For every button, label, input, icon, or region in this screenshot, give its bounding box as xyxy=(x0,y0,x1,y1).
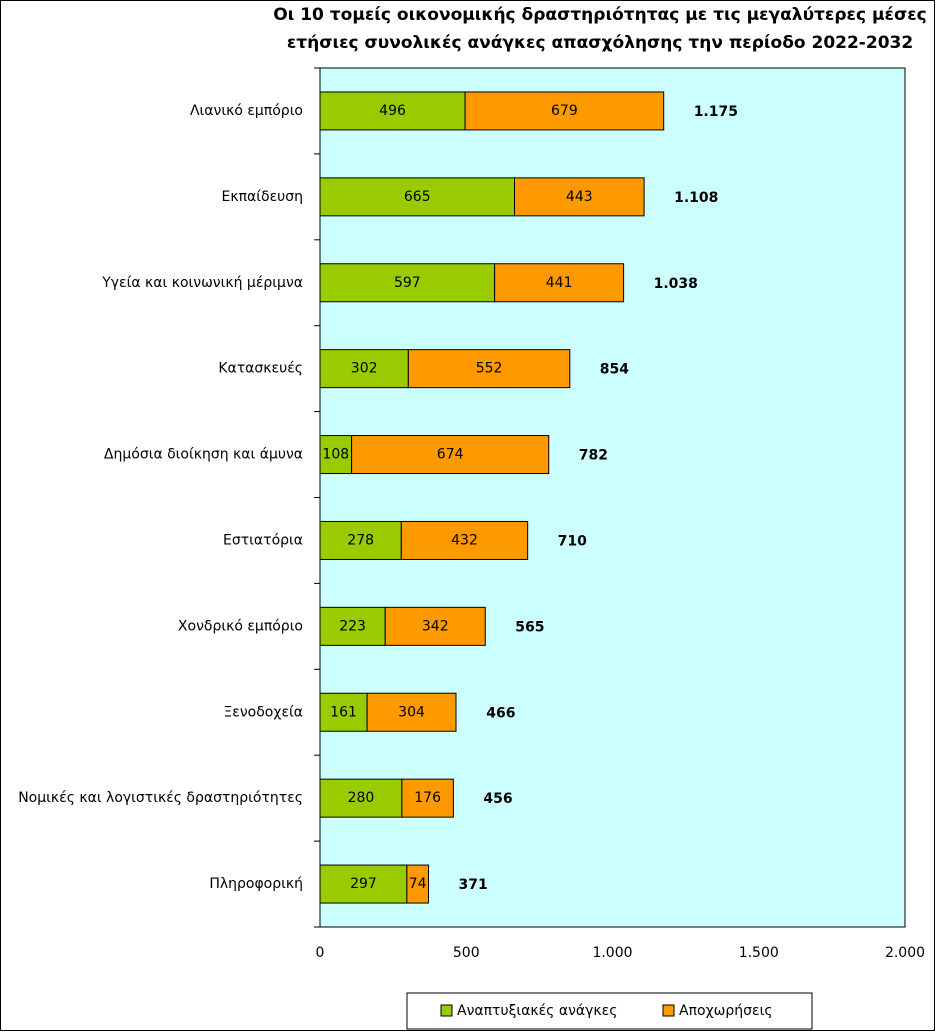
total-label: 371 xyxy=(459,877,488,893)
bar-segment xyxy=(319,778,403,818)
x-tick-label: 1.000 xyxy=(592,945,632,961)
total-label: 565 xyxy=(515,619,544,635)
chart-title: Οι 10 τομείς οικονομικής δραστηριότητας … xyxy=(273,5,927,25)
y-tick-label: Λιανικό εμπόριο xyxy=(190,103,303,119)
y-tick-label: Υγεία και κοινωνική μέριμνα xyxy=(101,275,303,291)
legend-box xyxy=(406,992,813,1030)
bar-segment xyxy=(319,520,402,560)
x-tick-label: 1.500 xyxy=(739,945,779,961)
bar-segment xyxy=(319,177,516,217)
bar-segment xyxy=(319,606,386,646)
y-tick-label: Ξενοδοχεία xyxy=(223,704,303,720)
total-label: 1.038 xyxy=(654,276,698,292)
y-tick-label: Πληροφορική xyxy=(209,876,303,892)
y-tick-label: Εκπαίδευση xyxy=(222,189,303,205)
bar-segment xyxy=(407,349,571,389)
segment-label: 552 xyxy=(476,361,503,377)
segment-label: 679 xyxy=(551,103,578,119)
y-tick-label: Δημόσια διοίκηση και άμυνα xyxy=(104,447,303,463)
segment-label: 223 xyxy=(339,618,366,634)
segment-label: 108 xyxy=(322,447,349,463)
y-tick-label: Νομικές και λογιστικές δραστηριότητες xyxy=(18,790,303,806)
chart-title: ετήσιες συνολικές ανάγκες απασχόλησης τη… xyxy=(287,33,913,53)
segment-label: 665 xyxy=(404,189,431,205)
bar-segment xyxy=(319,864,408,904)
bar-segment xyxy=(464,91,665,131)
x-tick-label: 2.000 xyxy=(885,945,925,961)
legend-label: Αποχωρήσεις xyxy=(679,1003,773,1019)
bar-segment xyxy=(384,606,486,646)
bar-segment xyxy=(351,435,550,475)
segment-label: 302 xyxy=(351,361,378,377)
bar-segment xyxy=(401,778,454,818)
total-label: 1.108 xyxy=(674,190,718,206)
y-tick-label: Εστιατόρια xyxy=(223,532,303,548)
bar-segment xyxy=(514,177,645,217)
x-tick-label: 500 xyxy=(453,945,480,961)
segment-label: 304 xyxy=(398,704,425,720)
segment-label: 278 xyxy=(347,532,374,548)
bar-segment xyxy=(366,692,457,732)
bar-segment xyxy=(494,263,625,303)
segment-label: 443 xyxy=(566,189,593,205)
legend-swatch xyxy=(662,1004,675,1017)
total-label: 854 xyxy=(600,362,629,378)
bar-segment xyxy=(319,263,496,303)
segment-label: 441 xyxy=(546,275,573,291)
x-tick-label: 0 xyxy=(316,945,325,961)
bar-segment xyxy=(319,349,409,389)
legend-swatch xyxy=(440,1004,453,1017)
y-tick-label: Κατασκευές xyxy=(218,361,303,377)
segment-label: 342 xyxy=(422,618,449,634)
segment-label: 176 xyxy=(414,790,441,806)
y-tick-label: Χονδρικό εμπόριο xyxy=(178,618,303,634)
total-label: 1.175 xyxy=(694,104,738,120)
bar-segment xyxy=(319,435,353,475)
total-label: 710 xyxy=(558,533,587,549)
bar-segment xyxy=(406,864,430,904)
total-label: 456 xyxy=(483,791,512,807)
segment-label: 161 xyxy=(330,704,357,720)
segment-label: 297 xyxy=(350,876,377,892)
segment-label: 597 xyxy=(394,275,421,291)
total-label: 782 xyxy=(579,448,608,464)
bar-segment xyxy=(319,692,368,732)
segment-label: 280 xyxy=(348,790,375,806)
segment-label: 674 xyxy=(437,447,464,463)
legend-label: Αναπτυξιακές ανάγκες xyxy=(457,1003,617,1019)
segment-label: 496 xyxy=(379,103,406,119)
segment-label: 432 xyxy=(451,532,478,548)
segment-label: 74 xyxy=(409,876,427,892)
bar-segment xyxy=(400,520,529,560)
total-label: 466 xyxy=(486,705,515,721)
